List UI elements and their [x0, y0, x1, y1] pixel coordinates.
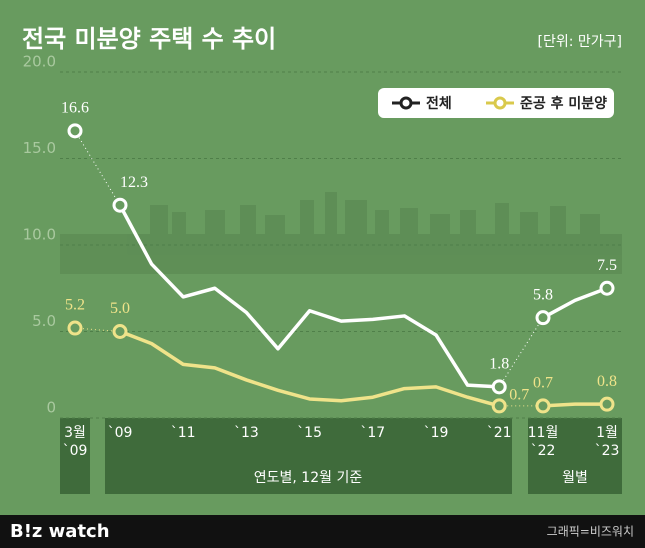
x-tick-label: `21 — [486, 425, 512, 441]
series-line — [542, 286, 608, 320]
point-marker — [112, 197, 128, 213]
connector-line — [498, 317, 544, 388]
point-marker — [491, 398, 507, 414]
legend-label: 전체 — [426, 95, 452, 112]
chart-title: 전국 미분양 주택 수 추이 — [22, 25, 276, 53]
point-marker — [599, 396, 615, 412]
point-marker — [535, 398, 551, 414]
value-label: 0.8 — [597, 373, 617, 390]
cityscape — [60, 192, 622, 274]
credit: 그래픽=비즈워치 — [547, 525, 634, 539]
x-tick-label: 3월 `09 — [62, 425, 88, 459]
x-tick-label: `13 — [233, 425, 259, 441]
x-tick-label: 11월 `22 — [527, 425, 559, 459]
point-marker — [491, 379, 507, 395]
x-tick-label: `15 — [297, 425, 322, 441]
legend-swatch-marker — [399, 96, 413, 110]
footer-bar — [0, 515, 645, 548]
y-tick-label: 0 — [46, 399, 56, 417]
connector-line — [74, 130, 121, 206]
unit-label: [단위: 만가구] — [538, 34, 623, 50]
legend-swatch-marker — [493, 96, 507, 110]
value-label: 16.6 — [61, 99, 89, 116]
point-marker — [535, 310, 551, 326]
x-tick-label: `17 — [360, 425, 386, 441]
y-tick-label: 5.0 — [32, 312, 56, 330]
value-label: 5.0 — [110, 300, 130, 317]
point-marker — [112, 324, 128, 339]
value-label: 5.8 — [533, 286, 553, 303]
series-line — [118, 204, 500, 389]
value-label: 7.5 — [597, 257, 617, 274]
y-tick-label: 10.0 — [23, 226, 56, 244]
value-label: 0.7 — [533, 375, 553, 392]
group-label: 연도별, 12월 기준 — [254, 470, 363, 486]
y-tick-label: 15.0 — [23, 139, 56, 157]
x-tick-label: `09 — [107, 425, 133, 441]
point-marker — [599, 280, 615, 296]
x-axis-boxes — [60, 418, 622, 494]
series-line — [119, 329, 500, 408]
value-label: 5.2 — [65, 297, 85, 314]
y-tick-label: 20.0 — [23, 53, 56, 71]
legend-label: 준공 후 미분양 — [520, 96, 607, 112]
point-marker — [67, 123, 83, 139]
x-tick-label: `11 — [170, 425, 196, 441]
group-label: 월별 — [562, 470, 588, 486]
value-label: 0.7 — [509, 387, 529, 404]
x-tick-label: 1월 `23 — [594, 425, 620, 459]
logo: B!z watch — [10, 521, 110, 542]
value-label: 12.3 — [120, 174, 148, 191]
x-tick-label: `19 — [423, 425, 449, 441]
series-line — [542, 402, 607, 408]
point-marker — [67, 320, 83, 336]
value-label: 1.8 — [489, 356, 509, 373]
